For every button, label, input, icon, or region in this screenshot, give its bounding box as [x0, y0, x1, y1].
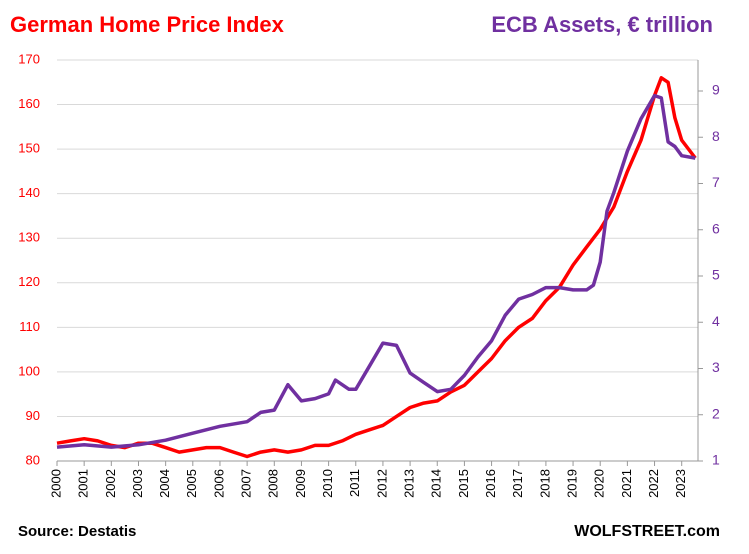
x-tick-label: 2016	[483, 469, 498, 498]
x-tick-label: 2008	[266, 469, 281, 498]
y-tick-label: 170	[18, 51, 40, 66]
credit: WOLFSTREET.com	[574, 523, 720, 540]
x-tick-label: 2021	[619, 469, 634, 498]
x-tick-label: 2009	[293, 469, 308, 498]
x-tick-label: 2010	[320, 469, 335, 498]
y2-tick-label: 2	[712, 405, 720, 421]
x-tick-label: 2020	[592, 469, 607, 498]
y2-tick-label: 7	[712, 174, 720, 190]
y2-tick-label: 8	[712, 128, 720, 144]
x-tick-label: 2005	[184, 469, 199, 498]
y-tick-label: 110	[19, 319, 40, 334]
x-tick-label: 2001	[76, 469, 91, 498]
x-tick-label: 2012	[374, 469, 389, 498]
x-tick-label: 2004	[157, 469, 172, 498]
x-tick-label: 2013	[402, 469, 417, 498]
x-tick-label: 2018	[537, 469, 552, 498]
y-tick-label: 130	[18, 230, 40, 245]
x-tick-label: 2006	[211, 469, 226, 498]
y2-tick-label: 6	[712, 220, 720, 236]
axis2-title: ECB Assets, € trillion	[491, 12, 713, 37]
y-tick-label: 140	[18, 185, 40, 200]
y-tick-label: 120	[18, 274, 40, 289]
y2-tick-label: 3	[712, 359, 720, 375]
x-tick-label: 2022	[646, 469, 661, 498]
chart-title: German Home Price Index	[10, 12, 285, 37]
y2-tick-label: 9	[712, 82, 720, 98]
source: Source: Destatis	[18, 523, 136, 540]
x-tick-label: 2023	[673, 469, 688, 498]
y2-tick-label: 5	[712, 267, 720, 283]
y-tick-label: 150	[18, 141, 40, 156]
x-tick-label: 2014	[429, 469, 444, 498]
x-tick-label: 2015	[456, 469, 471, 498]
x-tick-label: 2003	[130, 469, 145, 498]
data-line	[56, 93, 696, 449]
y-tick-label: 90	[26, 408, 40, 423]
x-tick-label: 2019	[564, 469, 579, 498]
x-tick-label: 2000	[48, 469, 63, 498]
y-tick-label: 80	[26, 452, 40, 467]
y-tick-label: 160	[18, 96, 40, 111]
y2-tick-label: 4	[712, 313, 720, 329]
y2-tick-label: 1	[712, 452, 720, 468]
x-tick-label: 2017	[510, 469, 525, 498]
x-tick-label: 2002	[103, 469, 118, 498]
x-tick-label: 2007	[239, 469, 254, 498]
data-line	[56, 76, 697, 459]
y-tick-label: 100	[18, 363, 40, 378]
x-tick-label: 2011	[347, 469, 362, 497]
